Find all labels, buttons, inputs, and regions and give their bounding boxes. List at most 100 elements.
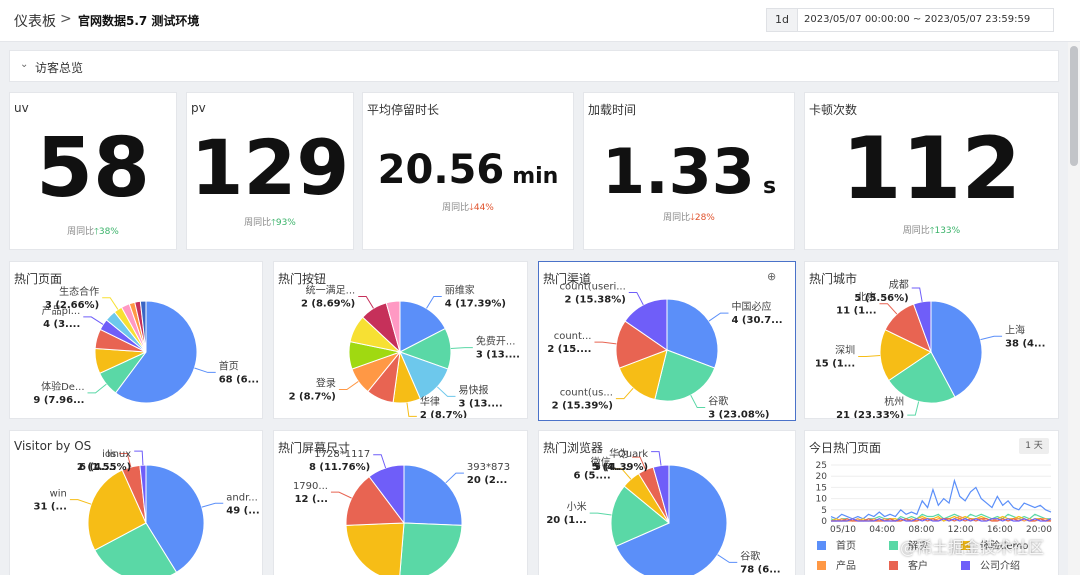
- stat-title: 平均停留时长: [367, 103, 440, 117]
- pie-label-line: [358, 295, 374, 309]
- pie-label-value: 3 (2.66%): [45, 300, 99, 311]
- pie-slice[interactable]: [139, 300, 147, 353]
- stat-card-avg-stay: 平均停留时长 20.56 min 周同比🡓44%: [362, 92, 574, 250]
- pie-label-name: 深圳: [835, 345, 855, 357]
- stat-card-load-time: 加载时间 1.33 s 周同比🡓28%: [583, 92, 795, 250]
- pie-slice[interactable]: [399, 522, 463, 575]
- pie-label-line: [450, 347, 473, 350]
- watermark: @稀土掘金技术社区: [900, 538, 1045, 557]
- scrollbar-thumb[interactable]: [1070, 46, 1078, 166]
- zoom-icon[interactable]: ⊕: [767, 270, 777, 283]
- stat-title: uv: [14, 101, 29, 115]
- pie-slice[interactable]: [345, 522, 405, 575]
- legend-swatch[interactable]: [817, 561, 826, 570]
- pie-label-line: [69, 499, 92, 505]
- up-arrow-icon: 🡑: [271, 218, 276, 228]
- pie-label-name: 微信: [591, 456, 611, 469]
- legend-swatch[interactable]: [889, 541, 898, 550]
- legend-label[interactable]: 客户: [908, 559, 928, 572]
- legend-swatch[interactable]: [889, 561, 898, 570]
- pie-label-name: 登录: [316, 376, 336, 389]
- y-tick-label: 15: [816, 483, 827, 493]
- pie-label-value: 2 (15.38%): [565, 294, 626, 305]
- visitor-overview-section[interactable]: ⌄ 访客总览: [9, 50, 1059, 82]
- pie-card-hot-pages: 热门页面 首页 68 (6... 体验De... 9 (7.96... 产品pi... 4…: [9, 261, 263, 419]
- week-over-week: 周同比🡓44%: [442, 203, 494, 213]
- pie-slice[interactable]: [610, 485, 670, 547]
- pie-slice[interactable]: [368, 464, 405, 525]
- legend-label[interactable]: 体验demo: [980, 539, 1028, 552]
- range-1d-button[interactable]: 1d: [766, 8, 798, 32]
- pie-label-line: [194, 367, 216, 373]
- legend-label[interactable]: 公司介绍: [980, 559, 1020, 572]
- series-line[interactable]: [830, 478, 1052, 520]
- pie-slice[interactable]: [139, 464, 147, 524]
- breadcrumb-separator-icon: >: [60, 11, 72, 27]
- pie-label-line: [717, 554, 738, 563]
- pie-label-value: 49 (...: [226, 505, 259, 516]
- pie-slice[interactable]: [879, 328, 932, 382]
- pie-slice[interactable]: [114, 300, 198, 404]
- pie-slice[interactable]: [930, 300, 983, 398]
- pie-chart: 丽维家 4 (17.39%) 免费开... 3 (13.... 易快报 3 (13....…: [289, 283, 520, 419]
- pie-card-hot-browsers: 热门浏览器 谷歌 78 (6... 小米 20 (1... 微信 6 (5.... 华为 5 …: [538, 430, 796, 575]
- legend-label[interactable]: 解决: [908, 539, 928, 552]
- pie-slice[interactable]: [654, 349, 716, 402]
- pie-label-value: 2 (8.7%): [420, 410, 467, 419]
- pie-slice[interactable]: [666, 298, 719, 369]
- pie-slice[interactable]: [652, 464, 670, 524]
- pie-label-value: 12 (...: [295, 494, 328, 505]
- pie-slice[interactable]: [912, 300, 932, 353]
- legend-swatch[interactable]: [961, 561, 970, 570]
- card-title: 热门屏幕尺寸: [278, 441, 351, 455]
- legend-label[interactable]: 首页: [836, 539, 856, 552]
- week-over-week: 周同比🡓28%: [663, 213, 715, 223]
- line-card-today-hot-pages: 今日热门页面 1 天 25 20 15 10 5 0 05/10 04:00 08:00 12:0…: [804, 430, 1059, 575]
- x-tick-label: 05/10: [830, 525, 856, 535]
- pie-card-visitor-os: Visitor by OS andr... 49 (... win 31 (... io…: [9, 430, 263, 575]
- pie-slice[interactable]: [888, 351, 956, 404]
- date-range-picker[interactable]: 2023/05/07 00:00:00 ~ 2023/05/07 23:59:5…: [798, 8, 1054, 32]
- pie-label-line: [119, 452, 132, 468]
- pie-label-line: [628, 291, 644, 306]
- pie-label-name: count(useri...: [560, 281, 626, 292]
- pie-slice[interactable]: [87, 469, 147, 551]
- range-1-day-button[interactable]: 1 天: [1019, 438, 1049, 454]
- pie-label-value: 11 (1...: [836, 306, 876, 317]
- pie-label-line: [615, 387, 634, 400]
- legend-label[interactable]: 产品: [836, 559, 856, 572]
- legend-swatch[interactable]: [961, 541, 970, 550]
- series-line[interactable]: [831, 518, 1052, 522]
- legend-swatch[interactable]: [817, 541, 826, 550]
- pie-slice[interactable]: [615, 320, 669, 369]
- pie-slice[interactable]: [403, 464, 463, 526]
- pie-label-value: 9 (7.96...: [33, 395, 84, 406]
- scrollbar-track[interactable]: [1068, 42, 1080, 575]
- pie-slice[interactable]: [624, 298, 668, 351]
- pie-slice[interactable]: [399, 300, 446, 353]
- pie-label-value: 15 (1...: [815, 359, 855, 370]
- pie-label-line: [445, 472, 464, 484]
- pie-slice[interactable]: [345, 475, 405, 526]
- card-title: 热门渠道: [543, 272, 592, 286]
- pie-slice[interactable]: [94, 522, 178, 575]
- pie-slice[interactable]: [618, 349, 668, 401]
- pie-label-value: 31 (...: [34, 502, 67, 513]
- top-bar: 仪表板 > 官网数据5.7 测试环境 1d 2023/05/07 00:00:0…: [0, 0, 1080, 42]
- chevron-down-icon[interactable]: ⌄: [20, 59, 29, 70]
- pie-card-hot-channels[interactable]: 热门渠道 ⊕ 中国必应 4 (30.7... 谷歌 3 (23.08%) count(u…: [538, 261, 796, 421]
- pie-label-line: [907, 401, 920, 416]
- pie-label-line: [406, 402, 417, 417]
- pie-label-value: 2 (8.7%): [289, 391, 336, 402]
- pie-label-value: 2 (15....: [547, 344, 591, 355]
- section-title: 访客总览: [35, 61, 84, 75]
- pie-label-name: win: [50, 489, 67, 500]
- pie-label-value: 5 (4.39%): [594, 462, 648, 473]
- pie-label-name: 小米: [567, 500, 587, 513]
- pie-label-name: 杭州: [884, 395, 904, 408]
- y-tick-label: 25: [816, 461, 827, 471]
- pie-slice[interactable]: [385, 300, 401, 353]
- breadcrumb-current: 官网数据5.7 测试环境: [78, 14, 200, 28]
- pie-chart: 393*873 20 (2... 1790... 12 (... 1728*1117 8 …: [293, 449, 510, 575]
- breadcrumb-dashboard[interactable]: 仪表板: [14, 14, 56, 30]
